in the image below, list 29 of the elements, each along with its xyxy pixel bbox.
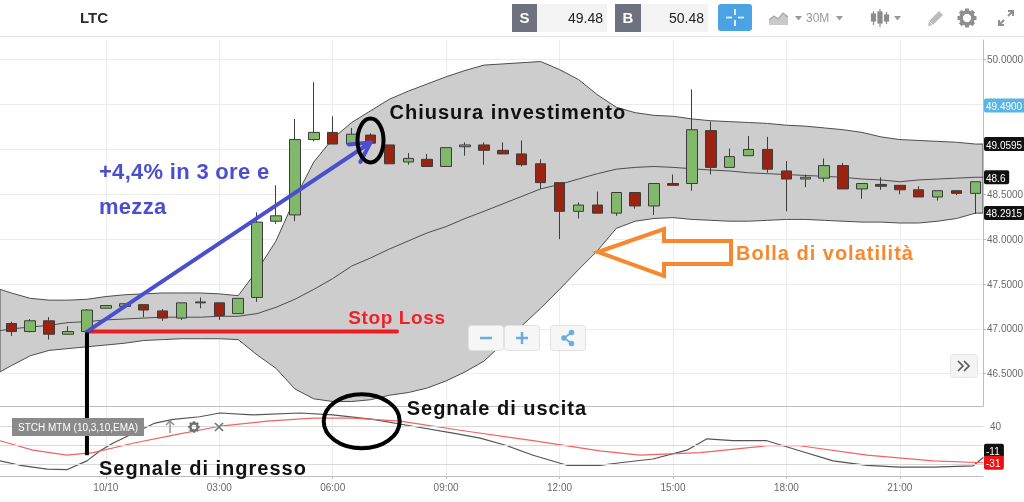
x-tick-label: 12:00 (547, 481, 573, 493)
x-tick-label: 18:00 (773, 481, 800, 493)
y-tick-label: 48.5000 (987, 188, 1024, 200)
annotation: Bolla di volatilità (736, 242, 914, 264)
text: 49.48 (537, 4, 607, 32)
text: 50.48 (641, 4, 708, 32)
text: 48.6 (986, 172, 1006, 184)
text: B (615, 4, 641, 32)
x-tick-label: 03:00 (206, 481, 233, 493)
annotation: Stop Loss (348, 306, 446, 328)
x-tick-label: 06:00 (320, 481, 346, 493)
annotation: Segnale di ingresso (98, 457, 307, 480)
y-tick-label: 50.0000 (987, 54, 1024, 66)
y-tick-label: 47.0000 (987, 323, 1024, 335)
y-tick-label: 48.0000 (987, 233, 1024, 245)
y-tick-label: 46.5000 (987, 368, 1024, 380)
x-tick-label: 21:00 (887, 481, 913, 493)
text: 30M (806, 10, 831, 27)
y-tick-label: 47.5000 (987, 278, 1024, 290)
text: 40 (990, 420, 1002, 432)
annotation: +4,4% in 3 ore e mezza (98, 158, 270, 219)
x-tick-label: 10/10 (93, 481, 119, 493)
annotation: Chiusura investimento (389, 101, 627, 124)
x-tick-label: 09:00 (433, 481, 460, 493)
x-tick-label: 15:00 (660, 481, 686, 493)
annotation: Segnale di uscita (406, 397, 588, 420)
text: STCH MTM (10,3,10,EMA) (12, 418, 145, 436)
chart-title: LTC (80, 8, 109, 28)
text: S (512, 4, 537, 32)
